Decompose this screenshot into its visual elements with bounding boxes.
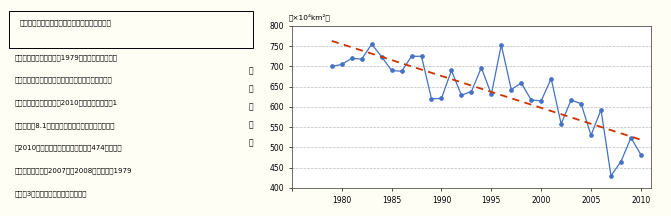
Text: 海: 海 — [248, 67, 253, 76]
Text: 面: 面 — [248, 120, 253, 129]
Text: ・北極域の海氷域面積は1979年以降、長期的に見: ・北極域の海氷域面積は1979年以降、長期的に見 — [14, 54, 117, 61]
Text: 年以3番目に小さい記録となった。: 年以3番目に小さい記録となった。 — [14, 190, 87, 197]
Text: て減少傾向が驕著で、2010年までの減少率は1: て減少傾向が驕著で、2010年までの減少率は1 — [14, 99, 117, 106]
Text: 域: 域 — [248, 102, 253, 111]
Text: 年あたり8.1万平方キロメートルとなっている。: 年あたり8.1万平方キロメートルとなっている。 — [14, 122, 115, 129]
Text: 積: 積 — [248, 138, 253, 147]
Text: （×10⁴km²）: （×10⁴km²） — [289, 13, 330, 21]
Text: ロメートルで、2007年、2008年に次いで1979: ロメートルで、2007年、2008年に次いで1979 — [14, 167, 132, 174]
Text: 【北極域の海氷域面積の年最小値の経年変化】: 【北極域の海氷域面積の年最小値の経年変化】 — [19, 19, 111, 26]
Text: 氷: 氷 — [248, 85, 253, 94]
FancyBboxPatch shape — [9, 11, 253, 48]
Text: ると減少傾向を示している。特に年最小値におい: ると減少傾向を示している。特に年最小値におい — [14, 77, 112, 83]
Text: ・2010年の海氷域面積の年最小値は474万平方キ: ・2010年の海氷域面積の年最小値は474万平方キ — [14, 145, 122, 151]
